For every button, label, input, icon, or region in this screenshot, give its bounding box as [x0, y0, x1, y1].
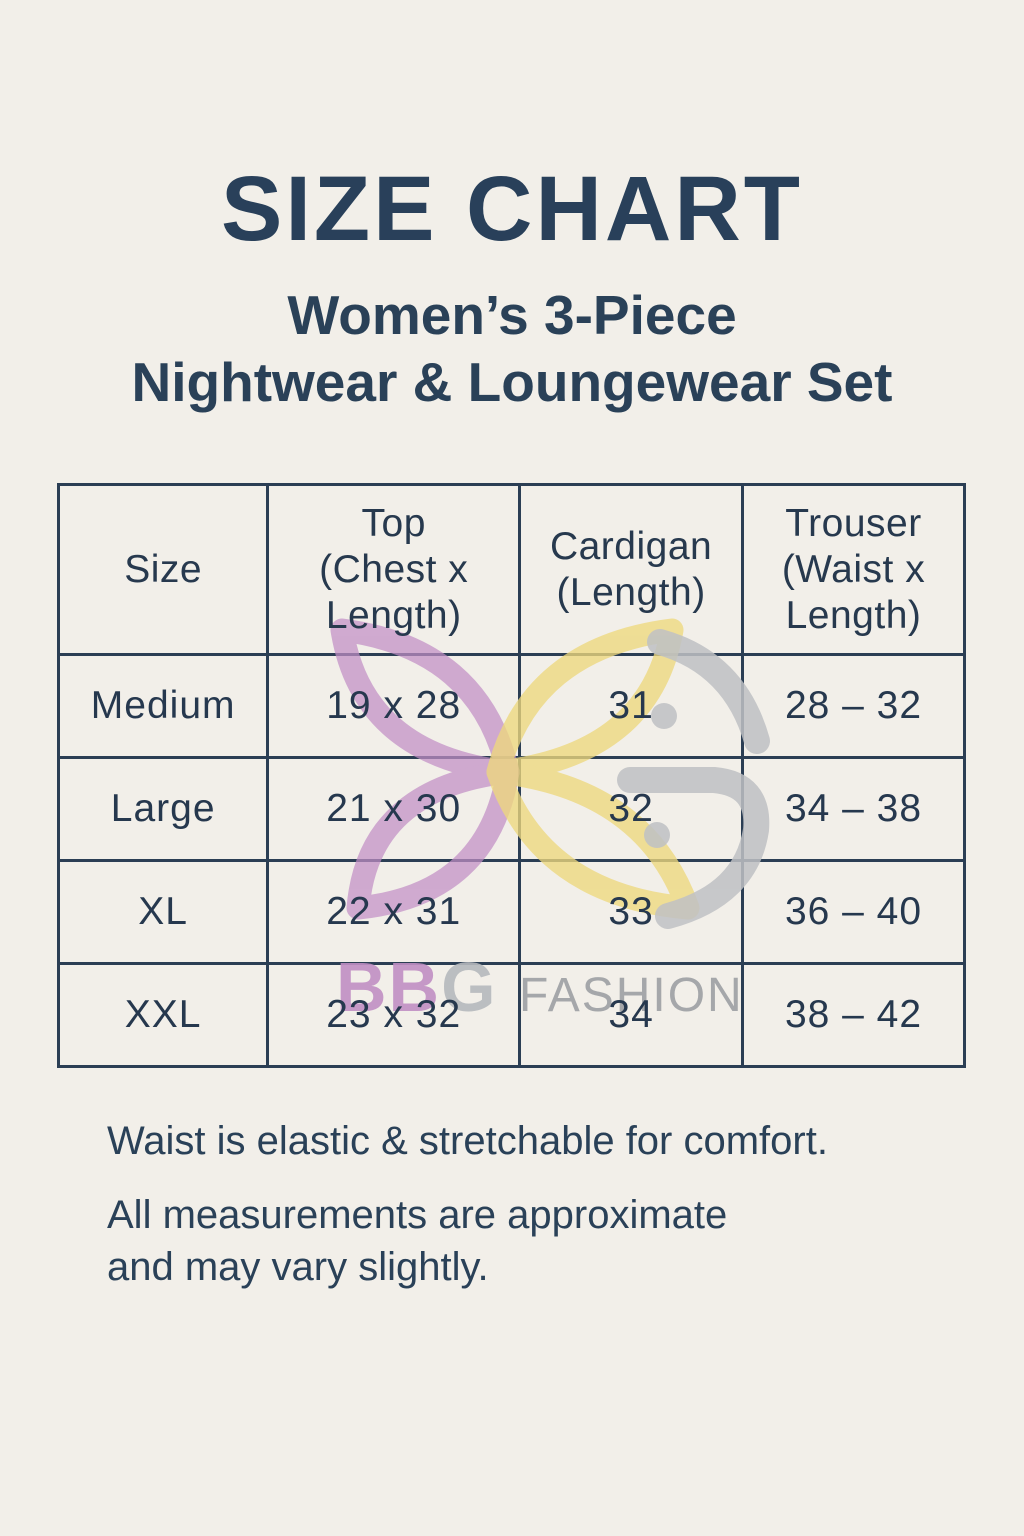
page-title: SIZE CHART — [221, 158, 803, 260]
cell-top: 21 x 30 — [266, 756, 522, 862]
cell-trouser: 28 – 32 — [741, 653, 966, 759]
cardigan-value: 32 — [608, 787, 654, 830]
cell-trouser: 36 – 40 — [741, 859, 966, 965]
table-row-medium: Medium 19 x 28 31 28 – 32 — [56, 653, 966, 759]
size-value: XXL — [124, 993, 202, 1036]
cell-cardigan: 31 — [518, 653, 745, 759]
size-value: Large — [110, 787, 216, 830]
trouser-value: 36 – 40 — [784, 890, 923, 933]
header-label-top: Top (Chest x Length) — [319, 501, 469, 637]
cell-trouser: 34 – 38 — [741, 756, 966, 862]
top-value: 23 x 32 — [326, 993, 462, 1036]
cell-cardigan: 34 — [518, 962, 745, 1068]
cardigan-value: 31 — [608, 684, 654, 727]
cell-cardigan: 32 — [518, 756, 745, 862]
cell-top: 22 x 31 — [266, 859, 522, 965]
table-row-xxl: XXL 23 x 32 34 38 – 42 — [56, 962, 966, 1068]
note-approximate-measurements: All measurements are approximate and may… — [107, 1193, 728, 1289]
size-value: Medium — [90, 684, 236, 727]
footer-notes: Waist is elastic & stretchable for comfo… — [107, 1115, 967, 1315]
cardigan-value: 34 — [608, 993, 654, 1036]
table-header-row: Size Top (Chest x Length) Cardigan (Leng… — [56, 483, 966, 656]
size-value: XL — [138, 890, 188, 933]
header-cell-size: Size — [56, 483, 270, 656]
trouser-value: 28 – 32 — [784, 684, 923, 727]
header-cell-cardigan: Cardigan (Length) — [518, 483, 745, 656]
note-elastic-waist: Waist is elastic & stretchable for comfo… — [107, 1119, 828, 1163]
top-value: 22 x 31 — [326, 890, 462, 933]
table-row-xl: XL 22 x 31 33 36 – 40 — [56, 859, 966, 965]
cell-cardigan: 33 — [518, 859, 745, 965]
cell-size: XXL — [56, 962, 270, 1068]
cell-top: 19 x 28 — [266, 653, 522, 759]
cell-size: Medium — [56, 653, 270, 759]
header-label-cardigan: Cardigan (Length) — [549, 524, 713, 614]
header-cell-trouser: Trouser (Waist x Length) — [741, 483, 966, 656]
top-value: 21 x 30 — [326, 787, 462, 830]
product-subtitle: Women’s 3-Piece Nightwear & Loungewear S… — [0, 282, 1024, 416]
cell-size: XL — [56, 859, 270, 965]
trouser-value: 34 – 38 — [784, 787, 923, 830]
size-chart-table: Size Top (Chest x Length) Cardigan (Leng… — [56, 483, 966, 1068]
subtitle-line-1: Women’s 3-Piece — [287, 284, 737, 346]
trouser-value: 38 – 42 — [784, 993, 923, 1036]
cardigan-value: 33 — [608, 890, 654, 933]
top-value: 19 x 28 — [326, 684, 462, 727]
subtitle-line-2: Nightwear & Loungewear Set — [131, 351, 893, 413]
cell-size: Large — [56, 756, 270, 862]
header-label-trouser: Trouser (Waist x Length) — [781, 501, 926, 637]
cell-top: 23 x 32 — [266, 962, 522, 1068]
header-cell-top: Top (Chest x Length) — [266, 483, 522, 656]
table-row-large: Large 21 x 30 32 34 – 38 — [56, 756, 966, 862]
cell-trouser: 38 – 42 — [741, 962, 966, 1068]
header-label-size: Size — [124, 547, 203, 591]
